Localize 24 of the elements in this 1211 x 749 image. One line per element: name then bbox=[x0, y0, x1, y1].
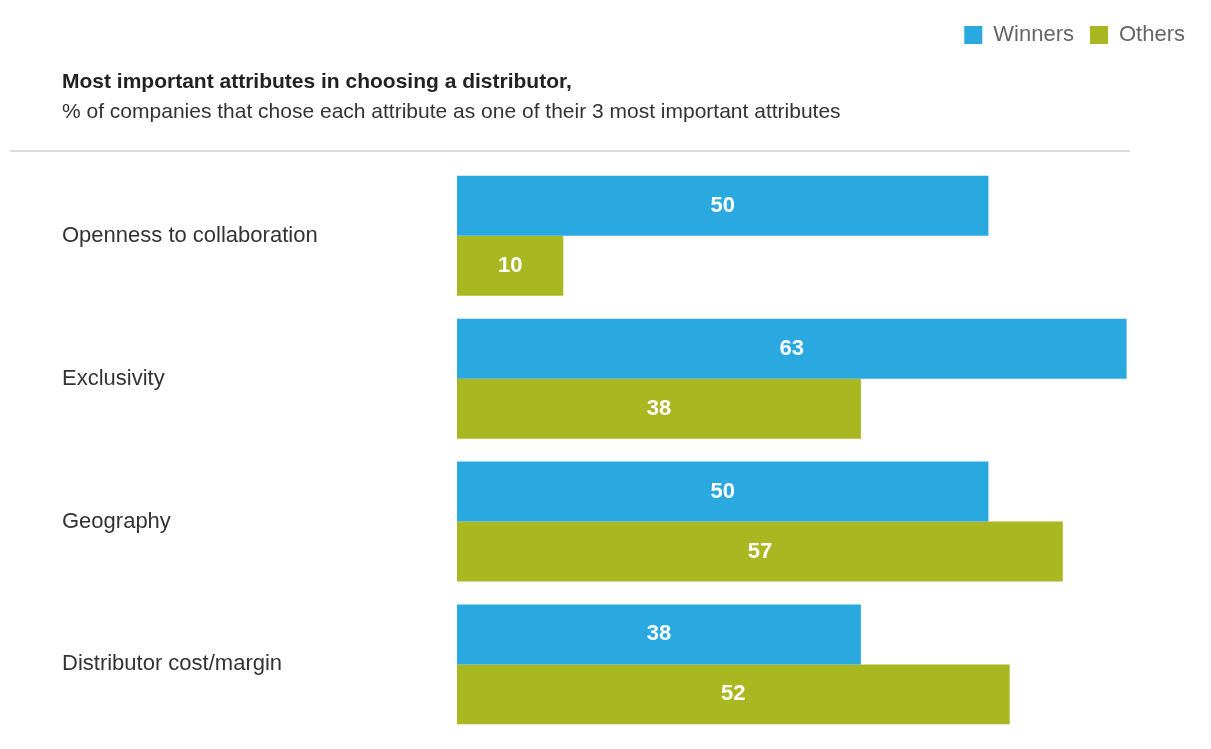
legend-label: Winners bbox=[993, 21, 1074, 47]
bar bbox=[457, 521, 1063, 582]
data-label: 50 bbox=[710, 191, 735, 217]
chart-title: Most important attributes in choosing a distributor, bbox=[62, 69, 572, 93]
bar bbox=[457, 175, 989, 236]
data-label: 38 bbox=[646, 620, 672, 646]
data-label: 10 bbox=[497, 251, 523, 277]
y-tick-label: Openness to collaboration bbox=[62, 221, 318, 247]
data-label: 63 bbox=[779, 334, 805, 360]
y-tick-label: Distributor cost/margin bbox=[62, 650, 283, 676]
bar bbox=[457, 604, 861, 665]
bar bbox=[457, 235, 564, 296]
data-label: 50 bbox=[710, 477, 735, 503]
bar bbox=[457, 318, 1127, 379]
data-label: 52 bbox=[721, 680, 746, 706]
bar bbox=[457, 461, 989, 522]
y-tick-label: Exclusivity bbox=[62, 364, 165, 390]
legend-label: Others bbox=[1118, 21, 1186, 47]
bar bbox=[457, 378, 861, 439]
data-label: 57 bbox=[747, 537, 773, 563]
chart-subtitle: % of companies that chose each attribute as one of their 3 most important attributes bbox=[62, 98, 841, 122]
data-label: 38 bbox=[646, 394, 672, 420]
y-tick-label: Geography bbox=[62, 507, 171, 533]
bar bbox=[457, 664, 1010, 725]
